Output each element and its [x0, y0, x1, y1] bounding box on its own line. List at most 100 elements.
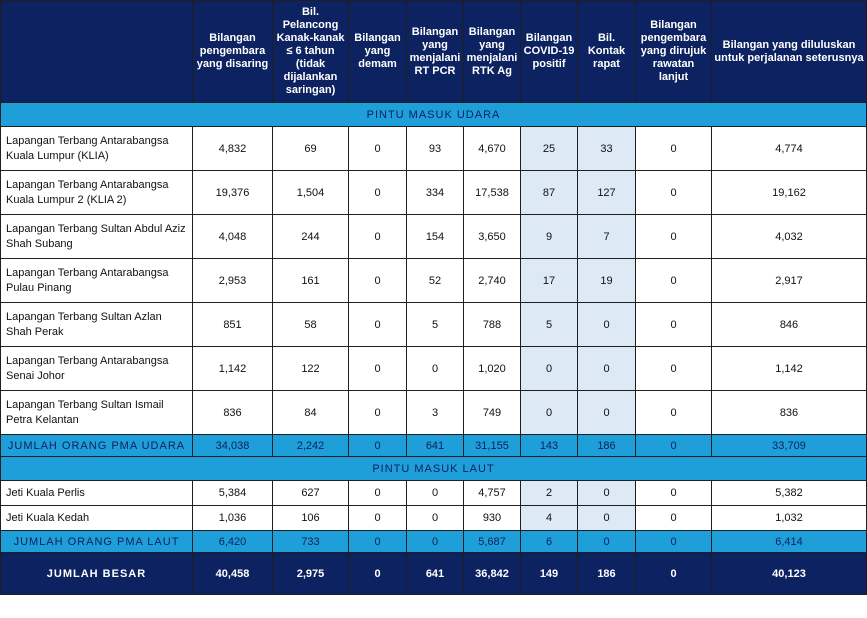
- cell-fever: 0: [348, 346, 407, 391]
- cell-screened: 836: [192, 390, 273, 435]
- cell-rtkag: 788: [463, 302, 521, 347]
- table-row: Lapangan Terbang Antarabangsa Pulau Pina…: [0, 258, 867, 303]
- cell-fever: 0: [348, 258, 407, 303]
- table-row: Jeti Kuala Kedah 1,036 106 0 0 930 4 0 0 1,032: [0, 505, 867, 531]
- cell-screened: 34,038: [192, 434, 273, 457]
- cell-approved: 4,774: [711, 126, 867, 171]
- header-row: Bilangan pengembara yang disaring Bil. P…: [0, 0, 867, 103]
- cell-approved: 1,032: [711, 505, 867, 531]
- cell-rtpcr: 641: [406, 434, 464, 457]
- cell-close-contact: 33: [577, 126, 636, 171]
- cell-rtkag: 31,155: [463, 434, 521, 457]
- cell-approved: 6,414: [711, 530, 867, 553]
- row-label: JUMLAH BESAR: [0, 552, 193, 595]
- header-referred: Bilangan pengembara yang dirujuk rawatan…: [635, 0, 712, 103]
- row-label: Lapangan Terbang Antarabangsa Kuala Lump…: [0, 170, 193, 215]
- table-row: Jeti Kuala Perlis 5,384 627 0 0 4,757 2 0 0 5,382: [0, 480, 867, 506]
- cell-children: 84: [272, 390, 349, 435]
- cell-close-contact: 0: [577, 390, 636, 435]
- cell-referred: 0: [635, 302, 712, 347]
- cell-rtpcr: 5: [406, 302, 464, 347]
- table-row: Lapangan Terbang Sultan Azlan Shah Perak…: [0, 302, 867, 347]
- cell-screened: 1,036: [192, 505, 273, 531]
- cell-close-contact: 0: [577, 530, 636, 553]
- cell-close-contact: 0: [577, 505, 636, 531]
- row-label: JUMLAH ORANG PMA LAUT: [0, 530, 193, 553]
- grand-total-row: JUMLAH BESAR 40,458 2,975 0 641 36,842 149 186 0…: [0, 552, 867, 595]
- cell-rtkag: 17,538: [463, 170, 521, 215]
- cell-screened: 1,142: [192, 346, 273, 391]
- cell-rtkag: 3,650: [463, 214, 521, 259]
- cell-approved: 2,917: [711, 258, 867, 303]
- cell-screened: 2,953: [192, 258, 273, 303]
- cell-rtkag: 749: [463, 390, 521, 435]
- table-row: Lapangan Terbang Antarabangsa Kuala Lump…: [0, 126, 867, 171]
- cell-rtkag: 36,842: [463, 552, 521, 595]
- cell-rtpcr: 93: [406, 126, 464, 171]
- cell-screened: 19,376: [192, 170, 273, 215]
- cell-approved: 19,162: [711, 170, 867, 215]
- cell-screened: 6,420: [192, 530, 273, 553]
- cell-referred: 0: [635, 480, 712, 506]
- cell-fever: 0: [348, 480, 407, 506]
- cell-referred: 0: [635, 505, 712, 531]
- row-label: Lapangan Terbang Antarabangsa Kuala Lump…: [0, 126, 193, 171]
- cell-close-contact: 0: [577, 346, 636, 391]
- cell-referred: 0: [635, 170, 712, 215]
- cell-close-contact: 19: [577, 258, 636, 303]
- row-label: Jeti Kuala Kedah: [0, 505, 193, 531]
- cell-referred: 0: [635, 434, 712, 457]
- cell-rtpcr: 0: [406, 346, 464, 391]
- cell-fever: 0: [348, 530, 407, 553]
- cell-rtpcr: 0: [406, 505, 464, 531]
- cell-fever: 0: [348, 505, 407, 531]
- cell-rtpcr: 0: [406, 480, 464, 506]
- cell-children: 733: [272, 530, 349, 553]
- cell-children: 161: [272, 258, 349, 303]
- cell-screened: 4,832: [192, 126, 273, 171]
- cell-referred: 0: [635, 126, 712, 171]
- row-label: Jeti Kuala Perlis: [0, 480, 193, 506]
- row-label: Lapangan Terbang Sultan Azlan Shah Perak: [0, 302, 193, 347]
- cell-positive: 2: [520, 480, 578, 506]
- section-title: PINTU MASUK UDARA: [0, 102, 867, 127]
- cell-rtkag: 2,740: [463, 258, 521, 303]
- cell-referred: 0: [635, 258, 712, 303]
- table-row: Lapangan Terbang Antarabangsa Kuala Lump…: [0, 170, 867, 215]
- cell-approved: 1,142: [711, 346, 867, 391]
- cell-rtkag: 4,670: [463, 126, 521, 171]
- header-blank: [0, 0, 193, 103]
- subtotal-row-sea: JUMLAH ORANG PMA LAUT 6,420 733 0 0 5,687 6 0 0 6…: [0, 530, 867, 553]
- cell-positive: 6: [520, 530, 578, 553]
- cell-positive: 17: [520, 258, 578, 303]
- cell-children: 627: [272, 480, 349, 506]
- cell-positive: 9: [520, 214, 578, 259]
- cell-approved: 846: [711, 302, 867, 347]
- section-title: PINTU MASUK LAUT: [0, 456, 867, 481]
- cell-children: 122: [272, 346, 349, 391]
- section-row: PINTU MASUK LAUT: [0, 456, 867, 481]
- header-rtkag: Bilangan yang menjalani RTK Ag: [463, 0, 521, 103]
- cell-positive: 143: [520, 434, 578, 457]
- cell-fever: 0: [348, 170, 407, 215]
- cell-approved: 40,123: [711, 552, 867, 595]
- header-rtpcr: Bilangan yang menjalani RT PCR: [406, 0, 464, 103]
- header-children: Bil. Pelancong Kanak-kanak ≤ 6 tahun (ti…: [272, 0, 349, 103]
- cell-referred: 0: [635, 346, 712, 391]
- cell-rtpcr: 52: [406, 258, 464, 303]
- cell-close-contact: 0: [577, 480, 636, 506]
- cell-rtpcr: 334: [406, 170, 464, 215]
- cell-positive: 149: [520, 552, 578, 595]
- header-positive: Bilangan COVID-19 positif: [520, 0, 578, 103]
- cell-close-contact: 186: [577, 434, 636, 457]
- cell-approved: 836: [711, 390, 867, 435]
- cell-screened: 40,458: [192, 552, 273, 595]
- cell-fever: 0: [348, 434, 407, 457]
- cell-rtpcr: 154: [406, 214, 464, 259]
- row-label: JUMLAH ORANG PMA UDARA: [0, 434, 193, 457]
- cell-screened: 5,384: [192, 480, 273, 506]
- cell-close-contact: 7: [577, 214, 636, 259]
- table-row: Lapangan Terbang Sultan Abdul Aziz Shah …: [0, 214, 867, 259]
- cell-fever: 0: [348, 390, 407, 435]
- cell-fever: 0: [348, 126, 407, 171]
